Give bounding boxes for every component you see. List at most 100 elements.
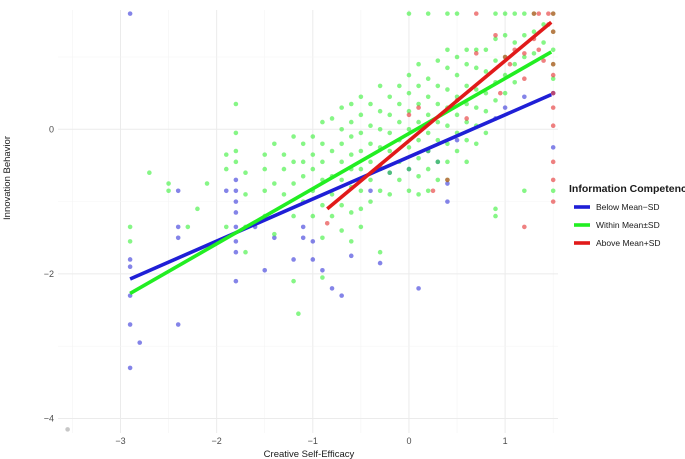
data-point <box>223 224 229 230</box>
data-point <box>358 148 364 154</box>
data-point <box>348 239 354 244</box>
data-point <box>397 177 402 183</box>
data-point <box>368 141 373 147</box>
data-point <box>550 72 556 78</box>
regression-line <box>129 92 552 281</box>
data-point <box>502 105 508 110</box>
grid <box>58 10 558 433</box>
data-point <box>320 235 325 241</box>
data-point <box>358 206 364 212</box>
data-point <box>310 257 316 262</box>
data-point <box>464 61 469 67</box>
data-point <box>175 224 181 230</box>
data-point <box>387 94 393 100</box>
data-point <box>320 119 325 125</box>
data-point <box>531 11 537 16</box>
data-point <box>127 257 133 262</box>
data-point <box>445 159 450 165</box>
data-point <box>425 76 431 81</box>
data-point <box>507 61 513 67</box>
data-point <box>320 275 325 280</box>
x-tick-label: 0 <box>406 436 411 446</box>
data-point <box>550 90 556 96</box>
data-point <box>493 36 498 42</box>
data-point <box>377 83 383 89</box>
regression-line <box>326 20 553 211</box>
data-point <box>416 101 421 107</box>
data-point <box>406 90 412 96</box>
data-point <box>233 239 239 244</box>
data-point <box>493 213 498 219</box>
data-point <box>329 286 335 291</box>
data-point <box>329 192 335 197</box>
data-point <box>406 112 412 118</box>
data-point <box>522 33 527 38</box>
data-point <box>502 11 508 16</box>
data-point <box>127 322 133 327</box>
data-point <box>358 166 364 172</box>
data-point <box>397 119 402 125</box>
data-point <box>512 80 518 85</box>
legend-label: Above Mean+SD <box>596 238 661 248</box>
data-point <box>550 188 556 194</box>
data-point <box>368 188 373 194</box>
data-point <box>406 127 412 132</box>
data-point <box>445 181 450 186</box>
data-point <box>406 188 412 194</box>
y-axis-title: Innovation Behavior <box>2 136 13 220</box>
data-point <box>358 130 364 136</box>
data-point <box>483 47 489 53</box>
data-point <box>166 181 171 186</box>
data-point <box>493 98 498 103</box>
data-point <box>416 105 421 110</box>
data-point <box>522 51 527 56</box>
data-point <box>445 65 450 71</box>
data-point <box>127 224 133 230</box>
data-point <box>522 54 527 60</box>
data-point <box>233 177 239 183</box>
data-point <box>512 11 518 16</box>
data-point <box>281 192 287 197</box>
data-point <box>127 264 133 269</box>
data-point <box>300 174 306 179</box>
data-point <box>368 199 373 204</box>
data-point <box>243 249 248 255</box>
data-point <box>272 235 277 241</box>
data-point <box>223 166 229 172</box>
data-point <box>272 231 277 237</box>
data-point <box>348 119 354 125</box>
x-axis-title: Creative Self-Efficacy <box>264 449 355 459</box>
y-tick-label: −4 <box>44 414 54 424</box>
data-point <box>473 11 479 16</box>
data-point <box>550 177 556 183</box>
data-point <box>387 170 393 175</box>
legend: Information Competence Below Mean−SD With… <box>569 183 685 248</box>
data-point <box>300 159 306 165</box>
data-point <box>406 166 412 172</box>
data-point <box>473 51 479 56</box>
data-point <box>416 155 421 161</box>
data-point <box>310 239 316 244</box>
data-point <box>233 199 239 204</box>
data-point <box>416 137 421 143</box>
data-point <box>233 188 239 194</box>
data-point <box>531 51 537 56</box>
data-point <box>454 137 460 143</box>
data-point <box>339 177 344 183</box>
data-point <box>502 90 508 96</box>
data-point <box>512 40 518 45</box>
data-point <box>512 61 518 67</box>
y-tick-label: −2 <box>44 269 54 279</box>
data-point <box>406 145 412 150</box>
data-point <box>435 58 441 63</box>
data-point <box>473 65 479 71</box>
data-point <box>550 159 556 165</box>
data-point <box>445 47 450 53</box>
data-point <box>435 101 441 107</box>
data-point <box>473 47 479 53</box>
data-point <box>541 40 546 45</box>
data-point <box>550 11 556 16</box>
data-point <box>550 61 556 67</box>
data-point <box>291 278 296 284</box>
